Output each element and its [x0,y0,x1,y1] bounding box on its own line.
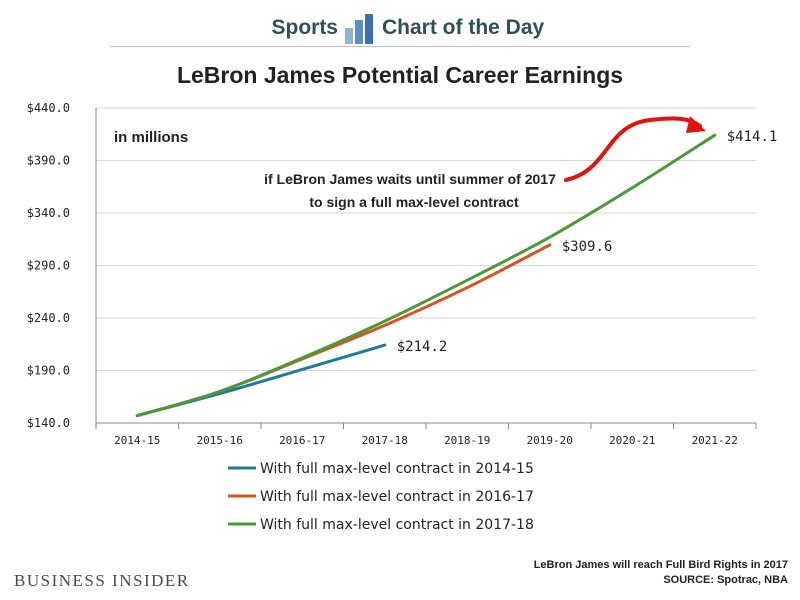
x-tick-label: 2017-18 [362,434,408,447]
annotation-arrowhead [686,116,706,133]
y-tick-label: $140.0 [27,416,70,430]
business-insider-logo: BUSINESS INSIDER [14,571,190,590]
end-data-label: $414.1 [727,129,778,145]
y-tick-label: $340.0 [27,206,70,220]
end-data-label: $214.2 [397,339,448,355]
x-tick-label: 2014-15 [114,434,160,447]
header-divider [110,46,690,47]
y-tick-label: $240.0 [27,311,70,325]
header-section-label: Sports [271,16,338,39]
x-tick-label: 2020-21 [609,434,655,447]
series-line [135,133,717,418]
header-banner: Sports Chart of the Day [0,12,800,48]
bar-chart-icon [345,14,373,44]
source-line: SOURCE: Spotrac, NBA [663,574,788,586]
x-tick-label: 2015-16 [197,434,243,447]
x-tick-label: 2018-19 [444,434,490,447]
chart-title: LeBron James Potential Career Earnings [176,62,624,88]
annotation-line2: to sign a full max-level contract [309,194,519,210]
x-tick-label: 2019-20 [527,434,573,447]
legend-label: With full max-level contract in 2016-17 [260,489,534,505]
header-series-label: Chart of the Day [382,16,545,39]
end-data-label: $309.6 [562,239,613,255]
annotation-line1: if LeBron James waits until summer of 20… [264,171,556,187]
y-tick-label: $440.0 [27,101,70,115]
y-tick-label: $190.0 [27,364,70,378]
legend-label: With full max-level contract in 2014-15 [260,461,534,477]
y-tick-label: $290.0 [27,259,70,273]
x-tick-label: 2021-22 [692,434,738,447]
x-tick-label: 2016-17 [279,434,325,447]
legend-label: With full max-level contract in 2017-18 [260,517,534,533]
y-tick-label: $390.0 [27,154,70,168]
footer-note-line1: LeBron James will reach Full Bird Rights… [533,559,788,571]
unit-note: in millions [114,129,188,146]
annotation-arrow [564,116,702,182]
footer-note: LeBron James will reach Full Bird Rights… [534,558,788,588]
